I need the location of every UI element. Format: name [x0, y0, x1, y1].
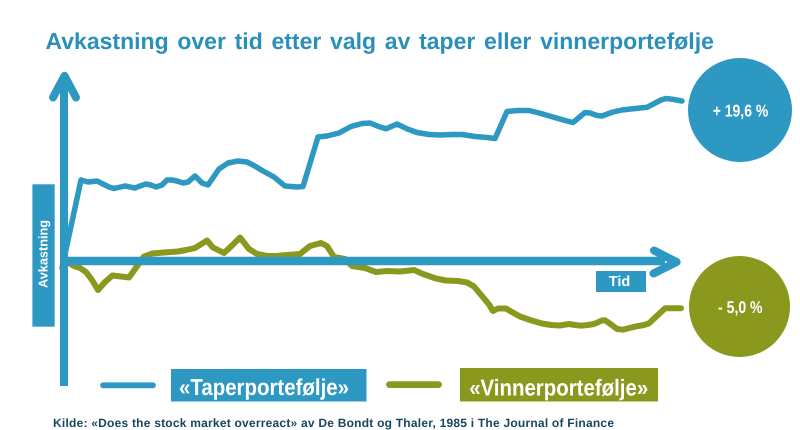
svg-text:- 5,0 %: - 5,0 %: [718, 298, 763, 317]
svg-text:Tid: Tid: [609, 274, 631, 290]
svg-text:+ 19,6 %: + 19,6 %: [713, 101, 769, 120]
svg-text:Kilde: «Does the stock market: Kilde: «Does the stock market overreact»…: [53, 416, 614, 430]
svg-text:Avkastning over tid etter valg: Avkastning over tid etter valg av taper …: [46, 28, 714, 54]
svg-text:«Taperportefølje»: «Taperportefølje»: [179, 374, 349, 400]
svg-text:Avkastning: Avkastning: [36, 220, 51, 288]
svg-text:«Vinnerportefølje»: «Vinnerportefølje»: [469, 375, 648, 401]
